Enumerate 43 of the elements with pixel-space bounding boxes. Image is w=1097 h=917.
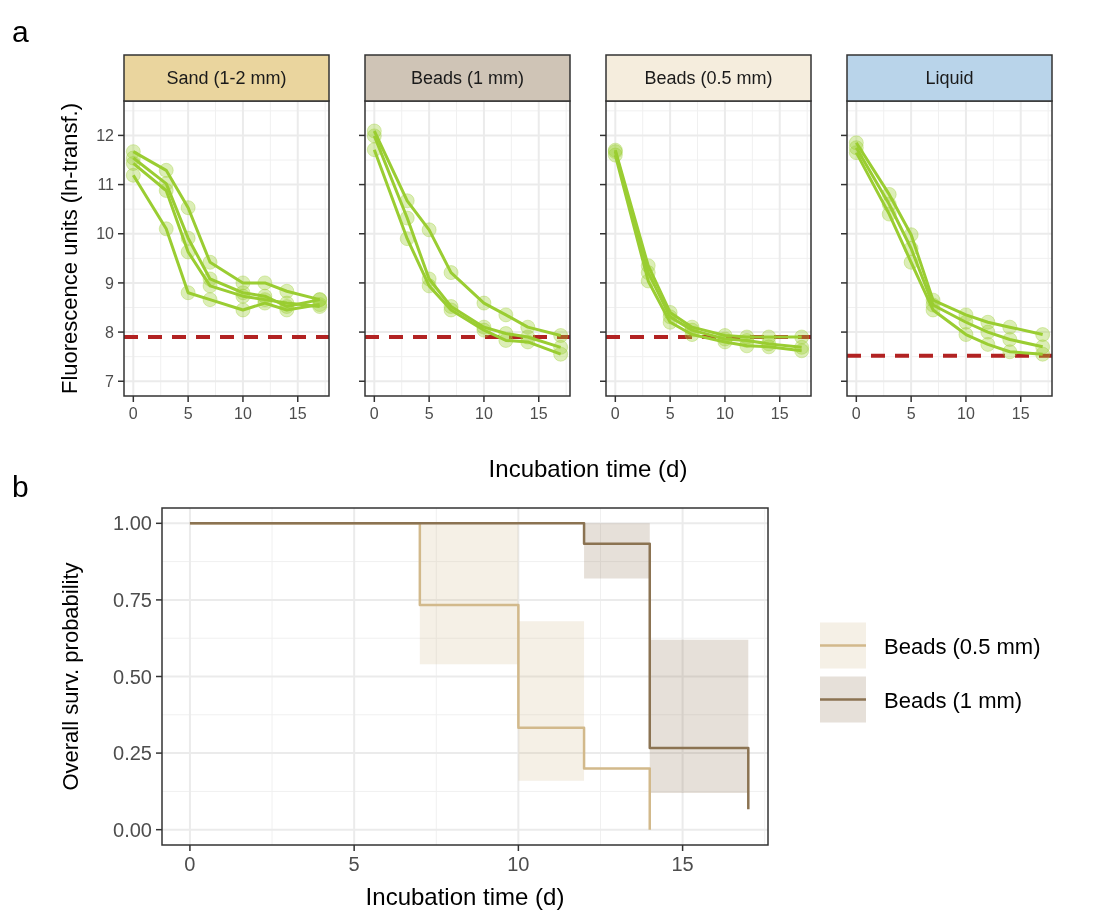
y-tick-label: 11 xyxy=(97,176,115,194)
y-tick-label: 10 xyxy=(96,225,115,243)
x-axis-title: Incubation time (d) xyxy=(365,883,565,910)
y-tick-label: 0.50 xyxy=(113,665,152,688)
y-axis-title: Fluorescence units (ln-transf.) xyxy=(57,103,82,394)
x-tick-label: 15 xyxy=(770,404,789,422)
x-tick-label: 15 xyxy=(529,404,548,422)
x-tick-label: 15 xyxy=(1011,404,1030,422)
x-tick-label: 10 xyxy=(957,404,975,422)
y-tick-label: 12 xyxy=(96,127,115,145)
legend-label: Beads (0.5 mm) xyxy=(884,633,1041,659)
x-tick-label: 5 xyxy=(424,404,434,422)
text: a xyxy=(12,15,29,48)
chart-title: Beads (0.5 mm) xyxy=(644,68,773,88)
x-tick-label: 5 xyxy=(906,404,916,422)
y-tick-label: 0.00 xyxy=(113,818,152,841)
x-tick-label: 5 xyxy=(348,853,360,875)
y-tick-label: 1.00 xyxy=(113,512,152,535)
x-tick-label: 0 xyxy=(128,404,138,422)
x-tick-label: 10 xyxy=(475,404,493,422)
y-axis-title: Overall surv. probability xyxy=(58,562,83,791)
x-tick-label: 0 xyxy=(369,404,379,422)
chart-title: Sand (1-2 mm) xyxy=(166,68,287,88)
x-tick-label: 15 xyxy=(671,853,694,875)
chart-title: Liquid xyxy=(925,68,974,88)
x-tick-label: 5 xyxy=(183,404,193,422)
x-tick-label: 10 xyxy=(716,404,734,422)
text: b xyxy=(12,470,29,503)
x-tick-label: 10 xyxy=(507,853,530,875)
x-tick-label: 0 xyxy=(851,404,861,422)
y-tick-label: 7 xyxy=(105,372,115,390)
y-tick-label: 0.75 xyxy=(113,588,152,611)
y-tick-label: 0.25 xyxy=(113,742,152,765)
chart-title: Beads (1 mm) xyxy=(410,68,525,88)
x-tick-label: 0 xyxy=(610,404,620,422)
legend-label: Beads (1 mm) xyxy=(884,687,1023,713)
x-tick-label: 10 xyxy=(234,404,252,422)
x-axis-title: Incubation time (d) xyxy=(488,455,688,482)
x-tick-label: 5 xyxy=(665,404,675,422)
x-tick-label: 15 xyxy=(288,404,307,422)
x-tick-label: 0 xyxy=(184,853,196,875)
y-tick-label: 8 xyxy=(105,323,115,341)
y-tick-label: 9 xyxy=(105,274,115,292)
